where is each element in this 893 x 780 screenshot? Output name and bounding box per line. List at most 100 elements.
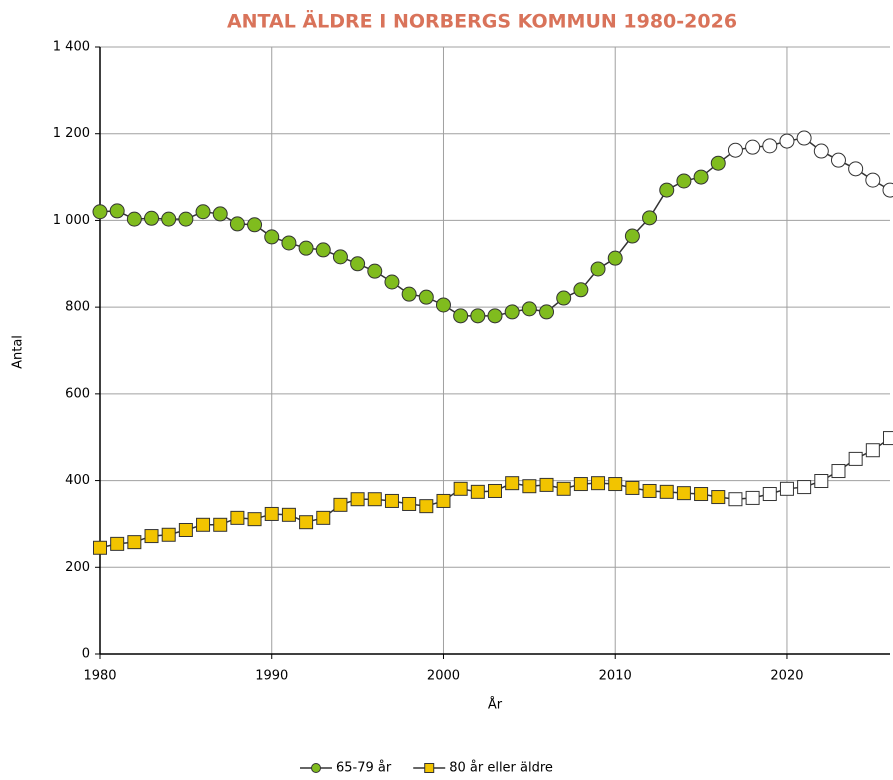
point bbox=[110, 536, 125, 551]
point bbox=[659, 484, 674, 499]
x-tick-label: 2000 bbox=[427, 669, 460, 684]
point bbox=[247, 217, 263, 233]
point bbox=[830, 152, 846, 168]
y-tick-label: 400 bbox=[65, 473, 90, 488]
point bbox=[745, 139, 761, 155]
point bbox=[436, 493, 451, 508]
point bbox=[487, 308, 503, 324]
x-tick-label: 2010 bbox=[599, 669, 632, 684]
y-tick-label: 1 200 bbox=[53, 126, 90, 141]
point bbox=[195, 204, 211, 220]
point bbox=[762, 138, 778, 154]
point bbox=[796, 130, 812, 146]
point bbox=[624, 228, 640, 244]
point bbox=[402, 496, 417, 511]
point bbox=[384, 274, 400, 290]
point bbox=[350, 492, 365, 507]
point bbox=[573, 282, 589, 298]
point bbox=[281, 507, 296, 522]
point bbox=[470, 308, 486, 324]
point bbox=[418, 289, 434, 305]
point bbox=[144, 529, 159, 544]
point bbox=[264, 506, 279, 521]
point bbox=[92, 204, 108, 220]
point bbox=[178, 211, 194, 227]
point bbox=[883, 431, 893, 446]
point bbox=[333, 497, 348, 512]
y-axis-label: Antal bbox=[11, 335, 26, 369]
point bbox=[126, 211, 142, 227]
chart-title: ANTAL ÄLDRE I NORBERGS KOMMUN 1980-2026 bbox=[227, 9, 737, 33]
series-line bbox=[99, 137, 891, 317]
point bbox=[762, 487, 777, 502]
y-tick-label: 600 bbox=[65, 386, 90, 401]
point bbox=[93, 540, 107, 555]
point bbox=[315, 242, 331, 258]
point bbox=[178, 522, 193, 537]
x-tick-label: 1980 bbox=[83, 669, 116, 684]
point bbox=[435, 297, 451, 313]
point bbox=[676, 173, 692, 189]
y-tick-label: 800 bbox=[65, 300, 90, 315]
point bbox=[659, 182, 675, 198]
legend-label: 65-79 år bbox=[336, 761, 392, 776]
point bbox=[230, 510, 245, 525]
y-tick-label: 0 bbox=[82, 647, 90, 662]
point bbox=[213, 517, 228, 532]
point bbox=[401, 286, 417, 302]
point bbox=[488, 483, 502, 498]
point bbox=[797, 480, 812, 495]
point bbox=[316, 510, 331, 525]
point bbox=[694, 487, 709, 502]
y-tick-label: 200 bbox=[65, 560, 90, 575]
point bbox=[127, 535, 142, 550]
point bbox=[281, 235, 297, 251]
point bbox=[608, 477, 623, 492]
point bbox=[745, 490, 760, 505]
legend-label: 80 år eller äldre bbox=[449, 761, 553, 776]
point bbox=[521, 301, 537, 317]
point bbox=[711, 490, 726, 505]
point bbox=[470, 484, 485, 499]
point bbox=[676, 486, 691, 501]
legend-marker bbox=[424, 763, 435, 773]
point bbox=[573, 477, 588, 492]
point bbox=[332, 249, 348, 265]
y-tick-label: 1 000 bbox=[53, 213, 90, 228]
point bbox=[144, 210, 160, 226]
legend-marker bbox=[311, 763, 321, 773]
point bbox=[813, 143, 829, 159]
point bbox=[161, 527, 176, 542]
point bbox=[728, 492, 743, 507]
point bbox=[109, 203, 125, 219]
point bbox=[504, 304, 520, 320]
point bbox=[882, 182, 893, 198]
x-tick-label: 1990 bbox=[255, 669, 288, 684]
point bbox=[556, 481, 571, 496]
point bbox=[384, 493, 399, 508]
point bbox=[865, 443, 880, 458]
x-tick-label: 2020 bbox=[770, 669, 803, 684]
point bbox=[625, 480, 640, 495]
point bbox=[591, 476, 606, 491]
point bbox=[367, 263, 383, 279]
point bbox=[848, 161, 864, 177]
point bbox=[831, 464, 846, 479]
point bbox=[865, 172, 881, 188]
point bbox=[212, 206, 228, 222]
point bbox=[607, 250, 623, 266]
point bbox=[350, 256, 366, 272]
point bbox=[848, 451, 863, 466]
point bbox=[642, 483, 657, 498]
point bbox=[453, 481, 468, 496]
point bbox=[556, 290, 572, 306]
point bbox=[419, 499, 434, 514]
point bbox=[710, 155, 726, 171]
point bbox=[196, 517, 211, 532]
point bbox=[299, 515, 314, 530]
point bbox=[264, 229, 280, 245]
point bbox=[161, 211, 177, 227]
point bbox=[779, 481, 794, 496]
point bbox=[693, 169, 709, 185]
